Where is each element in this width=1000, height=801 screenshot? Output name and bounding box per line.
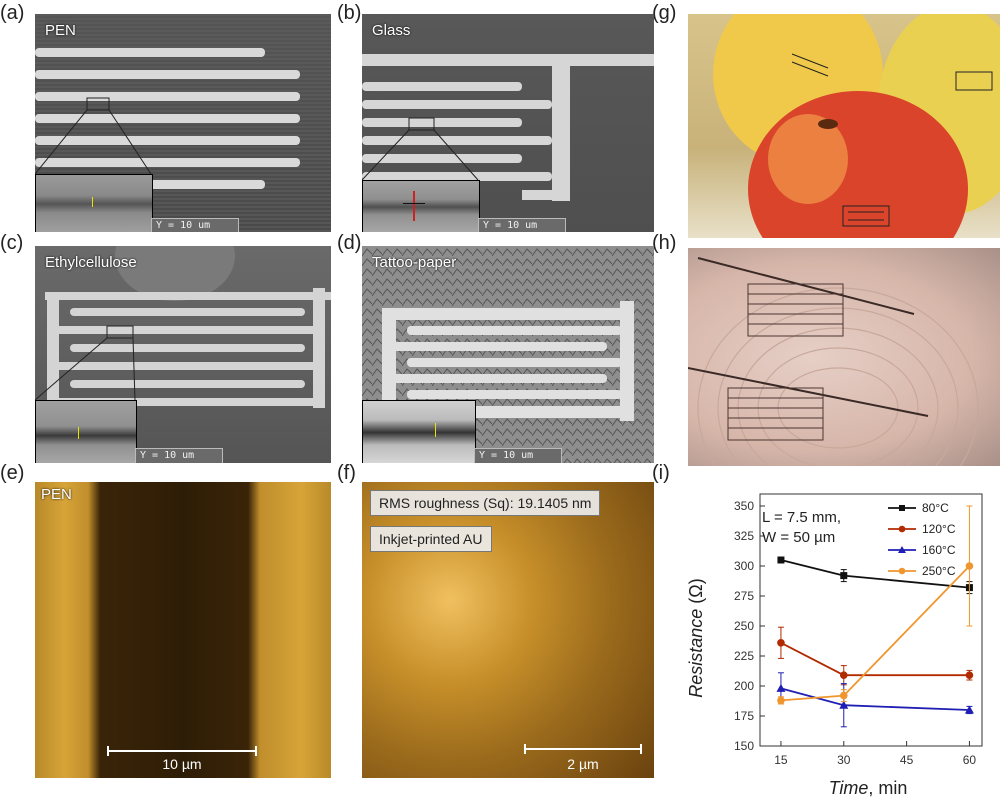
caption-tattoo-paper: Tattoo-paper: [372, 254, 457, 271]
scale-bar-f: [524, 744, 642, 754]
panel-label-d: (d): [337, 232, 362, 254]
plot-frame: [759, 493, 983, 747]
photo-apples: [688, 14, 1000, 238]
inset-zoom-a: [35, 174, 153, 232]
data-point: [839, 671, 848, 679]
data-point: [839, 700, 849, 709]
legend-label: 250°C: [922, 564, 956, 578]
data-point: [777, 639, 785, 647]
material-label: Inkjet-printed AU: [370, 526, 492, 552]
photo-finger: [688, 248, 1000, 466]
panel-label-g: (g): [652, 2, 677, 24]
y-tick-label: 225: [734, 649, 754, 663]
caption-ethylcellulose: Ethylcellulose: [45, 254, 137, 271]
chart-annotation-line2: W = 50 µm: [762, 529, 835, 546]
scale-label-e: 10 µm: [162, 756, 202, 772]
ruler-a: Y = 10 um: [151, 218, 239, 232]
electrode-pattern: [35, 246, 331, 408]
legend-marker: [898, 546, 906, 553]
micrograph-glass: Glass Y = 10 um: [362, 14, 654, 232]
y-tick-label: 325: [734, 529, 754, 543]
y-tick-label: 250: [734, 619, 754, 633]
y-axis-label: Resistance (Ω): [686, 578, 706, 698]
x-tick-label: 45: [900, 753, 914, 767]
ruler-b: Y = 10 um: [478, 218, 566, 232]
legend-marker: [899, 505, 905, 511]
y-tick-label: 200: [734, 679, 754, 693]
legend-marker: [898, 525, 906, 533]
ruler-c: Y = 10 um: [135, 448, 223, 463]
caption-pen: PEN: [45, 22, 76, 39]
legend-label: 160°C: [922, 543, 956, 557]
x-tick-label: 15: [774, 753, 788, 767]
data-point: [965, 562, 974, 570]
panel-label-h: (h): [652, 232, 677, 254]
x-tick-label: 60: [963, 753, 977, 767]
caption-glass: Glass: [372, 22, 411, 39]
series-line: [780, 565, 971, 702]
caption-afm-pen: PEN: [41, 486, 72, 503]
resistance-chart: 150 175 200 225 250 275 300 325 350 15 30 45 60 80°C 1…: [686, 493, 983, 798]
inset-zoom-b: [362, 180, 480, 232]
chart-annotation-line1: L = 7.5 mm,: [762, 509, 841, 526]
data-point: [776, 683, 786, 692]
finger-illustration: [688, 257, 979, 466]
x-axis-label: Time, min: [829, 778, 908, 798]
legend-label: 80°C: [922, 501, 949, 515]
panel-label-b: (b): [337, 2, 362, 24]
roughness-label: RMS roughness (Sq): 19.1405 nm: [370, 490, 601, 516]
afm-image-pen: PEN 10 µm: [35, 482, 331, 778]
apples-illustration: [713, 14, 1000, 238]
legend-marker: [898, 567, 906, 575]
ruler-d: Y = 10 um: [474, 448, 562, 463]
micrograph-pen: PEN Y = 10 um: [35, 14, 331, 232]
micrograph-tattoo-paper: Tattoo-paper Y = 10 um: [362, 246, 654, 463]
scale-bar-e: [107, 746, 257, 756]
data-point: [777, 556, 785, 564]
y-tick-label: 275: [734, 589, 754, 603]
data-point: [839, 691, 848, 700]
y-tick-label: 150: [734, 739, 754, 753]
y-tick-label: 300: [734, 559, 754, 573]
data-point: [840, 572, 848, 580]
inset-zoom-c: [35, 400, 137, 463]
panel-label-e: (e): [0, 462, 25, 484]
scale-label-f: 2 µm: [567, 756, 599, 772]
series-line: [780, 642, 970, 677]
panel-label-c: (c): [0, 232, 24, 254]
panel-label-f: (f): [337, 462, 356, 484]
y-tick-label: 350: [734, 499, 754, 513]
legend-label: 120°C: [922, 522, 956, 536]
panel-label-i: (i): [652, 462, 670, 484]
data-point: [777, 696, 785, 705]
chart-annotation: L = 7.5 mm, W = 50 µm: [762, 509, 841, 546]
afm-image-inkjet-au: RMS roughness (Sq): 19.1405 nm Inkjet-pr…: [362, 482, 654, 778]
series-line: [780, 687, 970, 711]
data-point: [965, 671, 974, 679]
x-tick-label: 30: [837, 753, 851, 767]
data-point: [964, 705, 974, 714]
inset-zoom-d: [362, 400, 476, 463]
panel-label-a: (a): [0, 2, 25, 24]
electrode-pattern: [362, 54, 654, 201]
y-tick-label: 175: [734, 709, 754, 723]
micrograph-ethylcellulose: Ethylcellulose Y = 10 um: [35, 246, 331, 463]
